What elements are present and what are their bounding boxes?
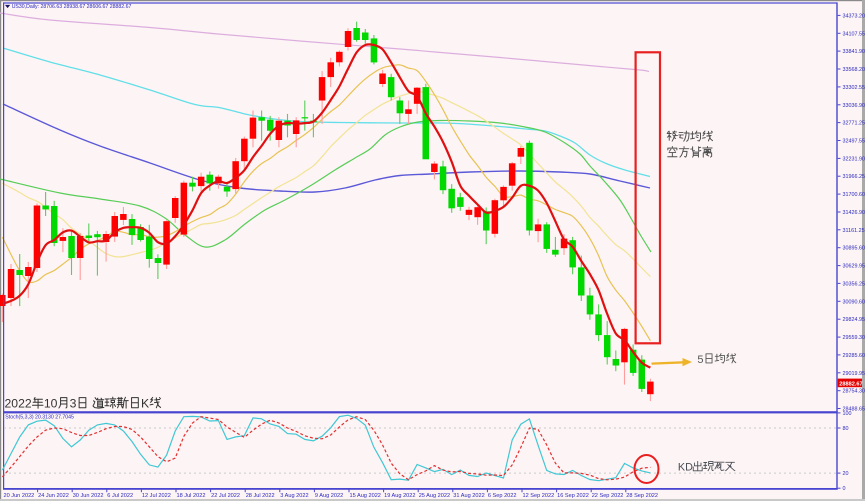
svg-text:33036.90: 33036.90	[843, 103, 865, 109]
svg-text:22 Jul 2022: 22 Jul 2022	[211, 493, 240, 499]
svg-text:24 Jun 2022: 24 Jun 2022	[38, 493, 69, 499]
svg-text:80: 80	[843, 426, 849, 432]
svg-text:29019.95: 29019.95	[843, 371, 865, 377]
svg-text:12 Sep 2022: 12 Sep 2022	[523, 493, 555, 499]
svg-text:34107.55: 34107.55	[843, 31, 865, 37]
svg-text:31161.25: 31161.25	[843, 228, 865, 234]
svg-text:US30,Daily: 28706.63 28938.67: US30,Daily: 28706.63 28938.67 28606.67 2…	[12, 4, 132, 10]
svg-text:32497.55: 32497.55	[843, 139, 865, 145]
svg-text:31 Aug 2022: 31 Aug 2022	[453, 493, 484, 499]
svg-text:3 Aug 2022: 3 Aug 2022	[280, 493, 308, 499]
svg-text:5: 5	[697, 354, 703, 366]
svg-text:K: K	[141, 397, 149, 411]
svg-text:0: 0	[843, 486, 846, 492]
svg-text:28754.30: 28754.30	[843, 389, 865, 395]
svg-text:33568.20: 33568.20	[843, 67, 865, 73]
svg-text:29559.30: 29559.30	[843, 335, 865, 341]
svg-text:D: D	[685, 461, 693, 473]
svg-text:32231.90: 32231.90	[843, 156, 865, 162]
svg-text:Stoch(5,3,3) 20.3130 27.7045: Stoch(5,3,3) 20.3130 27.7045	[5, 415, 74, 421]
svg-text:31700.60: 31700.60	[843, 192, 865, 198]
svg-text:15 Aug 2022: 15 Aug 2022	[350, 493, 381, 499]
svg-text:30895.60: 30895.60	[843, 246, 865, 252]
svg-text:28 Sep 2022: 28 Sep 2022	[626, 493, 658, 499]
svg-text:22 Sep 2022: 22 Sep 2022	[592, 493, 624, 499]
svg-text:28488.65: 28488.65	[843, 407, 865, 413]
svg-text:28882.67: 28882.67	[839, 381, 862, 387]
svg-text:0: 0	[51, 397, 58, 411]
svg-text:20: 20	[843, 471, 849, 477]
svg-text:30 Jun 2022: 30 Jun 2022	[73, 493, 104, 499]
svg-text:30629.95: 30629.95	[843, 264, 865, 270]
svg-text:2: 2	[5, 397, 12, 411]
svg-text:30090.60: 30090.60	[843, 299, 865, 305]
svg-text:16 Sep 2022: 16 Sep 2022	[557, 493, 589, 499]
svg-text:31966.25: 31966.25	[843, 174, 865, 180]
svg-text:34373.20: 34373.20	[843, 13, 865, 19]
svg-text:100: 100	[843, 411, 852, 417]
svg-text:3: 3	[70, 397, 77, 411]
svg-text:32771.25: 32771.25	[843, 121, 865, 127]
svg-text:29285.60: 29285.60	[843, 353, 865, 359]
svg-text:20 Jun 2022: 20 Jun 2022	[4, 493, 35, 499]
svg-text:0: 0	[11, 397, 18, 411]
svg-text:2: 2	[18, 397, 25, 411]
svg-text:1: 1	[44, 397, 51, 411]
svg-text:19 Aug 2022: 19 Aug 2022	[384, 493, 415, 499]
svg-text:12 Jul 2022: 12 Jul 2022	[142, 493, 171, 499]
svg-text:33302.55: 33302.55	[843, 85, 865, 91]
svg-text:30356.25: 30356.25	[843, 281, 865, 287]
svg-text:6 Sep 2022: 6 Sep 2022	[488, 493, 517, 499]
svg-text:9 Aug 2022: 9 Aug 2022	[315, 493, 343, 499]
svg-text:18 Jul 2022: 18 Jul 2022	[177, 493, 206, 499]
svg-text:33841.90: 33841.90	[843, 49, 865, 55]
svg-text:2: 2	[25, 397, 32, 411]
svg-text:29824.95: 29824.95	[843, 317, 865, 323]
svg-text:28 Jul 2022: 28 Jul 2022	[246, 493, 275, 499]
svg-text:K: K	[678, 461, 686, 473]
svg-text:25 Aug 2022: 25 Aug 2022	[419, 493, 450, 499]
svg-text:31426.90: 31426.90	[843, 210, 865, 216]
svg-text:6 Jul 2022: 6 Jul 2022	[107, 493, 133, 499]
